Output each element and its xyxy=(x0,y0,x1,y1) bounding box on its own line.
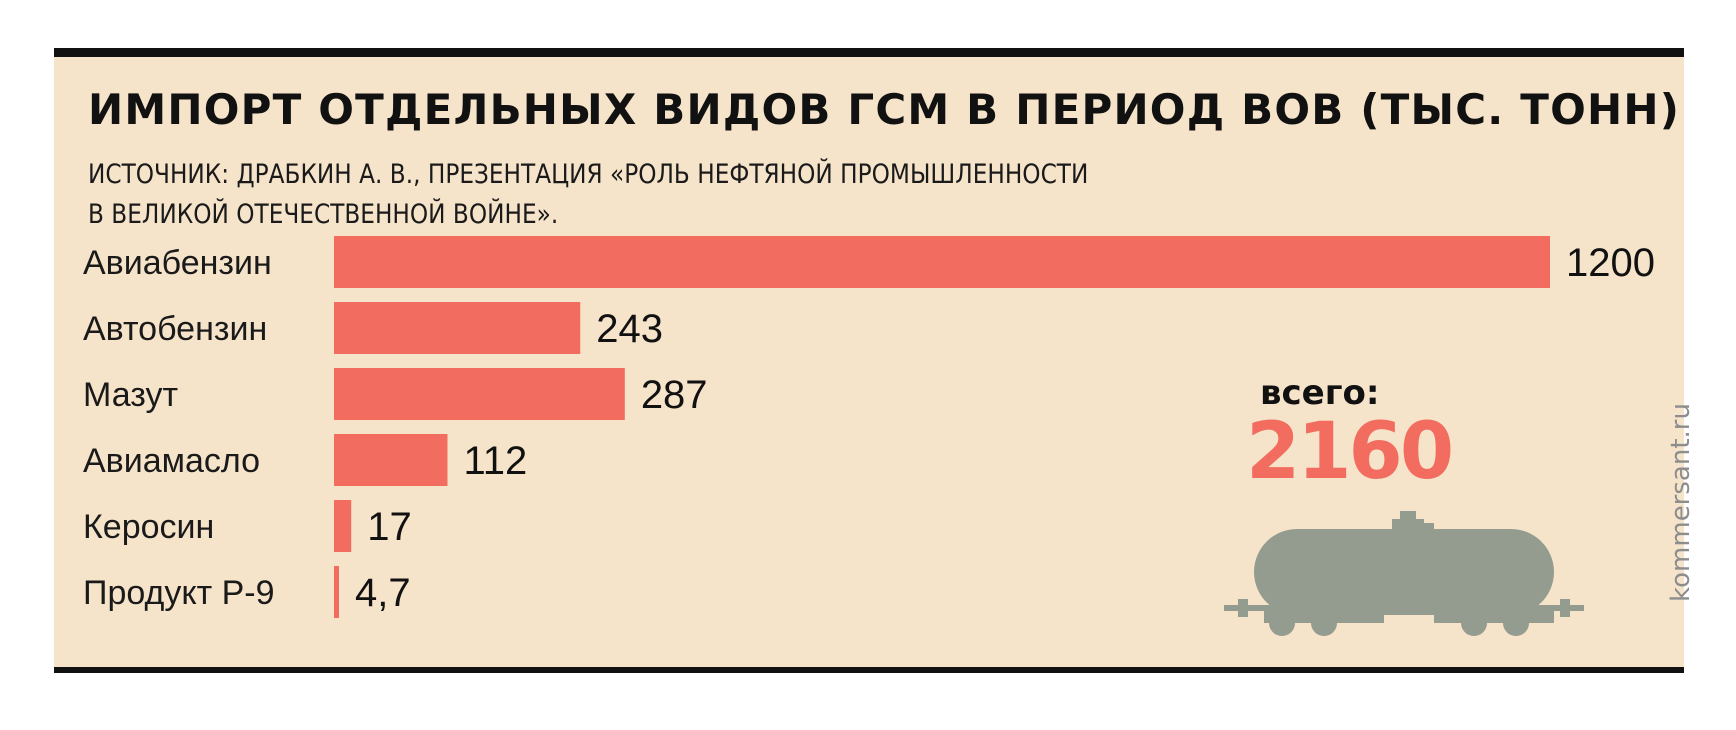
source-line: В ВЕЛИКОЙ ОТЕЧЕСТВЕННОЙ ВОЙНЕ». xyxy=(88,199,559,230)
watermark: kommersant.ru xyxy=(1666,403,1696,602)
bar xyxy=(334,302,581,354)
source-line: ИСТОЧНИК: ДРАБКИН А. В., ПРЕЗЕНТАЦИЯ «РО… xyxy=(88,159,1089,190)
value-label: 17 xyxy=(367,505,412,549)
total-value: 2160 xyxy=(1246,407,1454,497)
chart-source: ИСТОЧНИК: ДРАБКИН А. В., ПРЕЗЕНТАЦИЯ «РО… xyxy=(88,155,1088,235)
category-label: Керосин xyxy=(83,508,214,546)
value-label: 4,7 xyxy=(355,571,411,615)
bar xyxy=(334,434,448,486)
bar xyxy=(334,566,339,618)
bar xyxy=(334,236,1550,288)
category-label: Автобензин xyxy=(83,310,267,348)
chart-panel: ИМПОРТ ОТДЕЛЬНЫХ ВИДОВ ГСМ В ПЕРИОД ВОВ … xyxy=(54,48,1696,673)
tank-car-icon xyxy=(1224,511,1584,636)
value-label: 287 xyxy=(641,373,708,417)
bar-chart: Авиабензин 1200 Автобензин 243 Мазут 287 Авиам… xyxy=(83,236,1655,618)
category-label: Авиамасло xyxy=(83,442,260,480)
value-label: 1200 xyxy=(1566,241,1655,285)
category-label: Авиабензин xyxy=(83,244,272,282)
value-label: 243 xyxy=(596,307,663,351)
value-label: 112 xyxy=(463,439,527,483)
category-label: Мазут xyxy=(83,376,178,414)
chart-title: ИМПОРТ ОТДЕЛЬНЫХ ВИДОВ ГСМ В ПЕРИОД ВОВ … xyxy=(88,85,1681,134)
bar xyxy=(334,368,625,420)
total-label: всего: xyxy=(1260,373,1380,413)
category-label: Продукт Р-9 xyxy=(83,574,275,612)
bar xyxy=(334,500,352,552)
